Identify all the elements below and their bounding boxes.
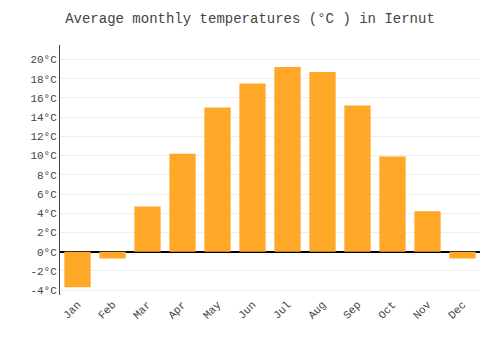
svg-text:Oct: Oct — [376, 299, 398, 321]
svg-text:Dec: Dec — [446, 299, 468, 321]
svg-text:Jan: Jan — [61, 299, 83, 321]
svg-text:Jun: Jun — [236, 299, 258, 321]
svg-text:10°C: 10°C — [30, 150, 57, 162]
svg-text:12°C: 12°C — [30, 131, 57, 143]
svg-text:2°C: 2°C — [37, 227, 57, 239]
svg-text:4°C: 4°C — [37, 208, 57, 220]
svg-text:May: May — [201, 299, 224, 322]
svg-text:-2°C: -2°C — [30, 266, 57, 278]
svg-text:Jul: Jul — [271, 299, 293, 321]
svg-text:14°C: 14°C — [30, 112, 57, 124]
svg-text:Mar: Mar — [131, 299, 153, 321]
svg-text:Nov: Nov — [411, 299, 434, 322]
svg-text:6°C: 6°C — [37, 189, 57, 201]
svg-text:Aug: Aug — [306, 299, 328, 321]
svg-text:Sep: Sep — [341, 299, 363, 321]
svg-text:18°C: 18°C — [30, 74, 57, 86]
svg-text:20°C: 20°C — [30, 54, 57, 66]
svg-text:Apr: Apr — [166, 299, 188, 321]
svg-text:-4°C: -4°C — [30, 285, 57, 297]
svg-text:Average monthly temperatures (: Average monthly temperatures (°C ) in Ie… — [65, 11, 435, 27]
svg-text:0°C: 0°C — [37, 247, 57, 259]
svg-text:16°C: 16°C — [30, 93, 57, 105]
svg-text:Feb: Feb — [96, 299, 118, 321]
svg-text:8°C: 8°C — [37, 170, 57, 182]
